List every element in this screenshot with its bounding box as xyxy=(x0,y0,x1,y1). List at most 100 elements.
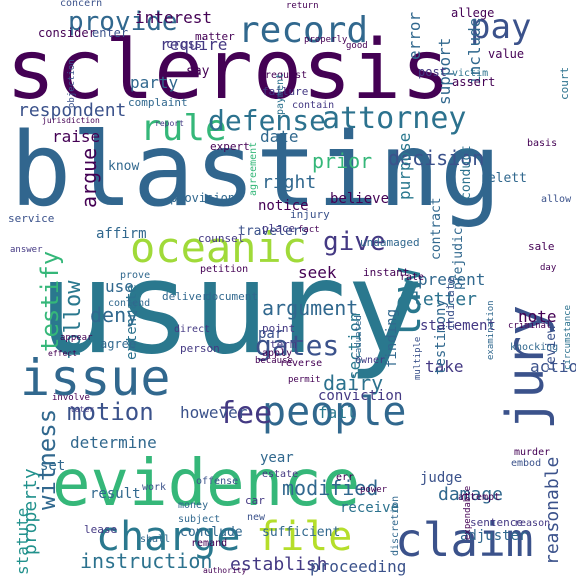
word-document: document xyxy=(205,290,258,303)
word-sufficient: sufficient xyxy=(262,525,340,540)
word-payment: payment xyxy=(275,73,286,115)
word-notice: notice xyxy=(258,198,309,214)
word-property: property xyxy=(20,468,41,555)
word-rate: rate xyxy=(400,272,424,283)
word-date: date xyxy=(260,127,299,146)
word-court: court xyxy=(558,67,571,100)
word-record: record xyxy=(238,10,368,51)
word-err: err xyxy=(336,472,354,483)
word-instruction: instruction xyxy=(80,549,212,573)
word-offense: offense xyxy=(196,476,238,487)
word-appear: appear xyxy=(60,333,93,343)
word-expert: expert xyxy=(210,140,250,153)
word-review: review xyxy=(544,325,559,372)
word-dairy: dairy xyxy=(323,371,383,395)
word-owner: owner xyxy=(355,355,385,366)
word-cross: cross xyxy=(166,37,202,51)
word-interest: interest xyxy=(135,8,212,27)
word-allow: allow xyxy=(541,194,572,205)
word-prejudice: prejudice xyxy=(451,219,466,290)
word-file: file xyxy=(256,514,352,560)
word-argument: argument xyxy=(262,296,358,320)
word-contend: contend xyxy=(108,298,150,309)
word-establish: establish xyxy=(230,554,328,575)
word-note: note xyxy=(518,307,557,326)
word-later: later xyxy=(70,405,94,414)
word-set: set xyxy=(40,458,65,474)
word-provision: provision xyxy=(170,191,235,205)
word-charge: charge xyxy=(96,514,241,560)
word-shall: shall xyxy=(140,534,170,545)
word-sentence: sentence xyxy=(470,516,523,529)
word-person: person xyxy=(180,342,220,355)
word-take: take xyxy=(425,357,464,376)
word-modified: modified xyxy=(282,476,378,500)
word-raise: raise xyxy=(52,127,100,146)
word-conviction: conviction xyxy=(318,388,402,404)
word-extenuate: extenuate xyxy=(124,284,140,360)
word-complaint: complaint xyxy=(128,96,188,109)
word-use: use xyxy=(105,277,134,296)
word-judge: judge xyxy=(420,470,462,486)
word-action: action xyxy=(530,357,576,376)
word-gates: gates xyxy=(255,329,339,362)
word-decision: decision xyxy=(388,146,484,170)
word-undamaged: undamaged xyxy=(360,236,420,249)
word-testify: testify xyxy=(36,251,64,352)
word-apply: apply xyxy=(262,348,292,359)
word-injury: injury xyxy=(290,208,330,221)
word-fee: fee xyxy=(218,396,272,431)
word-adjuster: adjuster xyxy=(460,528,527,544)
word-effect: effect xyxy=(48,349,77,358)
word-concern: concern xyxy=(60,0,102,9)
word-testimony: testimony xyxy=(433,299,449,375)
word-failure: failure xyxy=(262,85,308,98)
word-criminal: criminal xyxy=(508,321,551,331)
word-matter: matter xyxy=(195,30,235,43)
word-damage: damage xyxy=(438,484,503,505)
word-because: because xyxy=(255,356,293,366)
word-provide: provide xyxy=(68,7,178,37)
word-par: par xyxy=(258,326,283,342)
word-work: work xyxy=(142,482,166,493)
word-people: people xyxy=(262,389,407,435)
word-embod: embod xyxy=(511,458,541,469)
word-reverse: reverse xyxy=(280,358,322,369)
word-letter: letter xyxy=(412,289,477,310)
word-car: car xyxy=(245,494,265,507)
word-place: place xyxy=(262,222,295,235)
word-power: power xyxy=(360,485,388,495)
word-attempt: attempt xyxy=(458,492,500,503)
word-new: new xyxy=(247,512,266,523)
word-good: good xyxy=(346,41,368,51)
word-return: return xyxy=(286,1,319,11)
word-know: know xyxy=(108,159,139,174)
word-result: result xyxy=(90,486,141,502)
word-objection: objection xyxy=(67,59,77,108)
word-money: money xyxy=(178,500,208,511)
word-determine: determine xyxy=(70,433,157,452)
word-request: request xyxy=(265,70,307,81)
word-include: include xyxy=(465,18,484,85)
word-day: day xyxy=(540,263,557,273)
word-fail: fail xyxy=(318,403,357,422)
word-report: report xyxy=(155,119,184,128)
word-purpose: purpose xyxy=(395,133,414,200)
word-term: term xyxy=(270,338,297,351)
word-require: require xyxy=(160,35,227,54)
word-reasonable: reasonable xyxy=(542,457,563,565)
word-counsel: counsel xyxy=(198,232,244,245)
word-conclude: conclude xyxy=(180,525,243,540)
word-conduct: conduct xyxy=(459,145,474,200)
word-usury: usury xyxy=(38,234,423,383)
word-say: say xyxy=(186,64,210,79)
word-prior: prior xyxy=(312,149,372,173)
word-give: give xyxy=(323,227,386,257)
word-direct: direct xyxy=(174,324,210,335)
word-follow: follow xyxy=(61,280,86,360)
word-value: value xyxy=(488,47,524,61)
word-jury: jury xyxy=(496,305,556,430)
word-motion: motion xyxy=(67,398,154,426)
